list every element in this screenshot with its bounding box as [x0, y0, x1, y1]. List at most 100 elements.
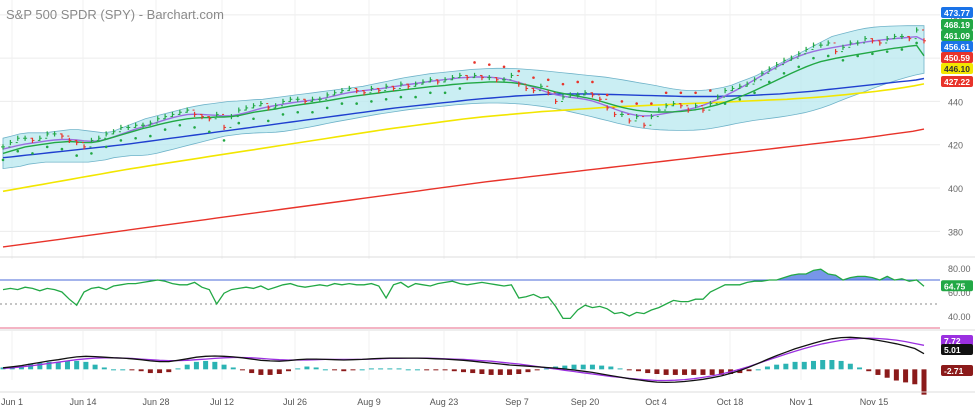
sar-dot [296, 110, 300, 114]
macd-histogram-bar [405, 369, 411, 371]
sar-dot [311, 110, 314, 114]
macd-histogram-bar [589, 364, 595, 370]
sar-dot [193, 126, 196, 129]
macd-histogram-bar [120, 369, 126, 371]
macd-histogram-bar [359, 369, 365, 371]
macd-histogram-bar [276, 369, 282, 374]
macd-histogram-bar [682, 369, 688, 375]
sar-dot [75, 154, 78, 157]
macd-histogram-bar [700, 369, 706, 375]
macd-histogram-bar [792, 361, 798, 370]
macd-histogram-bar [387, 368, 393, 370]
macd-histogram-bar [304, 366, 310, 370]
macd-histogram-bar [608, 366, 614, 370]
macd-histogram-bar [709, 369, 715, 375]
macd-histogram-bar [249, 369, 255, 374]
price-last-label-box [941, 52, 973, 63]
macd-histogram-bar [55, 361, 61, 370]
macd-histogram-bar [580, 364, 586, 370]
sar-dot [208, 130, 211, 134]
sar-dot [812, 56, 815, 60]
macd-histogram-bar [0, 367, 6, 370]
macd-histogram-bar [433, 369, 439, 371]
macd-histogram-bar [37, 362, 43, 370]
sar-dot [163, 128, 167, 131]
macd-histogram-bar [746, 369, 752, 372]
macd-histogram-bar [829, 360, 835, 370]
macd-histogram-bar [571, 364, 577, 370]
sar-dot [134, 136, 137, 140]
sar-dot [605, 93, 609, 97]
sar-dot [399, 95, 403, 99]
price-last-label-box [941, 76, 973, 87]
macd-histogram-bar [378, 368, 384, 370]
macd-histogram-bar [525, 369, 531, 373]
price-last-label-box [941, 41, 973, 52]
sar-dot [502, 65, 506, 69]
macd-histogram-bar [479, 369, 485, 374]
sar-dot [45, 145, 49, 149]
date-tick-label: Sep 7 [505, 397, 529, 407]
macd-histogram-bar [635, 369, 641, 372]
sar-dot [517, 69, 521, 73]
sar-dot [60, 147, 64, 151]
sar-dot [370, 100, 373, 103]
price-tick-label: 440 [948, 97, 963, 107]
macd-histogram-bar [654, 369, 660, 374]
sar-dot [355, 102, 358, 105]
macd-histogram-bar [774, 364, 780, 370]
rsi-last-label: 64.75 [944, 281, 966, 291]
sar-dot [694, 91, 697, 95]
macd-histogram-bar [147, 369, 153, 374]
sar-dot [826, 54, 830, 58]
date-tick-label: Nov 15 [860, 397, 889, 407]
sar-dot [900, 48, 904, 51]
macd-histogram-bar [718, 369, 724, 375]
macd-histogram-bar [847, 363, 853, 370]
sar-dot [1, 158, 5, 162]
sar-dot [340, 102, 344, 105]
macd-histogram-bar [516, 369, 522, 374]
price-last-label: 468.19 [944, 20, 970, 30]
sma-yellow-line [2, 83, 925, 193]
macd-histogram-bar [129, 369, 135, 371]
rsi-last-label-box [941, 280, 973, 292]
sar-dot [237, 121, 241, 125]
macd-histogram-bar [258, 369, 264, 375]
sar-dot [856, 54, 859, 58]
macd-histogram-bar [295, 368, 301, 370]
macd-last-label-box [941, 365, 973, 376]
macd-histogram-bar [322, 369, 328, 371]
macd-histogram-bar [157, 369, 163, 374]
rsi-overbought-fill [3, 269, 924, 280]
macd-histogram-bar [46, 361, 52, 370]
date-tick-label: Aug 9 [357, 397, 381, 407]
macd-histogram-bar [820, 360, 826, 370]
sar-dot [473, 61, 476, 64]
macd-histogram-bar [368, 368, 374, 370]
macd-histogram-bar [83, 361, 89, 370]
date-tick-label: Jul 12 [210, 397, 234, 407]
macd-histogram-bar [193, 361, 199, 370]
macd-last-label: 5.01 [944, 345, 961, 355]
price-last-label: 461.09 [944, 31, 970, 41]
rsi-tick-label: 80.00 [948, 264, 971, 274]
price-tick-label: 380 [948, 227, 963, 237]
macd-histogram-bar [461, 369, 466, 373]
rsi-line [2, 268, 925, 320]
price-last-label: 450.59 [944, 53, 970, 63]
sar-dot [16, 149, 20, 153]
macd-histogram-bar [866, 369, 872, 372]
macd-last-label: 7.72 [944, 336, 961, 346]
sar-dot [266, 119, 270, 123]
date-tick-label: Oct 18 [717, 397, 744, 407]
rsi-panel-bg [0, 259, 940, 331]
date-tick-label: Jul 26 [283, 397, 307, 407]
macd-histogram-bar [857, 367, 863, 370]
price-last-label-box [941, 7, 973, 18]
macd-histogram-bar [350, 369, 356, 371]
macd-histogram-bar [166, 369, 172, 373]
price-last-label-box [941, 63, 973, 74]
date-tick-label: Jun 14 [69, 397, 96, 407]
